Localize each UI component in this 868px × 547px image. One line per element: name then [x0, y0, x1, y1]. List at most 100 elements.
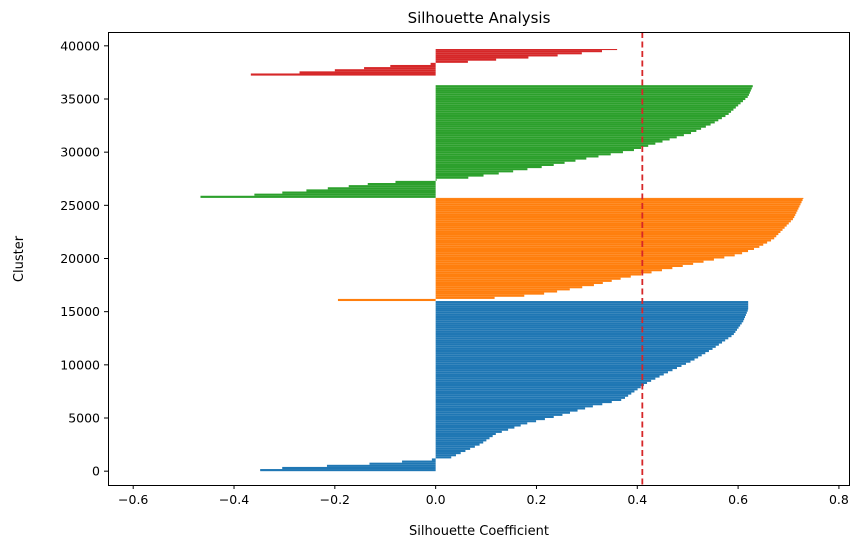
- silhouette-bar: [435, 205, 800, 208]
- silhouette-bar: [435, 108, 734, 111]
- silhouette-bar: [435, 354, 702, 357]
- silhouette-bar: [435, 207, 799, 210]
- plot-frame: [108, 32, 850, 486]
- silhouette-bar: [435, 352, 706, 355]
- silhouette-bar: [435, 364, 682, 367]
- chart-title: Silhouette Analysis: [408, 9, 551, 27]
- silhouette-bar: [435, 117, 722, 120]
- silhouette-bar: [435, 258, 714, 261]
- silhouette-bar: [435, 288, 570, 291]
- silhouette-bar: [435, 256, 725, 259]
- silhouette-bar: [435, 54, 558, 57]
- silhouette-bar: [435, 277, 621, 280]
- silhouette-bar: [435, 326, 739, 329]
- silhouette-bar: [435, 85, 753, 88]
- silhouette-bar: [435, 392, 632, 395]
- silhouette-bar: [435, 211, 797, 214]
- silhouette-bar: [435, 443, 480, 446]
- silhouette-bar: [435, 388, 638, 391]
- silhouette-bar: [327, 187, 436, 190]
- silhouette-bar: [435, 159, 576, 162]
- silhouette-bar: [435, 93, 749, 96]
- silhouette-bar: [435, 290, 558, 293]
- silhouette-bar: [435, 176, 469, 179]
- silhouette-bar: [435, 155, 599, 158]
- silhouette-bar: [435, 281, 603, 285]
- silhouette-bar: [435, 91, 750, 94]
- silhouette-bar: [435, 262, 694, 265]
- silhouette-bar: [260, 469, 436, 472]
- silhouette-bar: [435, 232, 779, 236]
- silhouette-bar: [435, 456, 452, 459]
- silhouette-bar: [435, 403, 603, 406]
- y-tick-label: 15000: [60, 304, 100, 319]
- silhouette-bar: [435, 413, 563, 416]
- silhouette-bar: [435, 157, 587, 160]
- silhouette-bar: [435, 237, 775, 240]
- x-axis-label: Silhouette Coefficient: [409, 524, 549, 539]
- silhouette-bar: [435, 87, 752, 90]
- silhouette-bar: [435, 50, 602, 53]
- x-tick-label: 0.0: [426, 492, 446, 507]
- silhouette-bar: [435, 102, 741, 105]
- silhouette-bar: [435, 252, 743, 255]
- silhouette-bar: [435, 358, 695, 361]
- silhouette-bar: [364, 67, 436, 70]
- silhouette-bar: [435, 371, 668, 374]
- silhouette-bar: [435, 273, 642, 276]
- silhouette-bar: [402, 460, 436, 463]
- silhouette-bar: [435, 390, 635, 393]
- silhouette-bar: [435, 201, 802, 204]
- silhouette-bar: [435, 424, 521, 427]
- silhouette-bar: [435, 230, 781, 233]
- silhouette-bar: [435, 239, 772, 242]
- silhouette-bar: [435, 264, 683, 268]
- silhouette-bar: [435, 339, 726, 342]
- silhouette-bar: [282, 191, 436, 194]
- silhouette-bar: [435, 309, 748, 312]
- y-axis-ticks: 0 5000 10000 15000 20000 25000 30000 35000 40000: [60, 38, 108, 479]
- silhouette-bar: [435, 445, 475, 448]
- silhouette-bar: [435, 151, 623, 154]
- silhouette-bar: [435, 121, 715, 124]
- x-tick-label: −0.6: [118, 492, 148, 507]
- silhouette-bar: [430, 62, 436, 65]
- silhouette-bar: [435, 127, 702, 130]
- silhouette-bar: [435, 131, 692, 135]
- silhouette-bar: [435, 123, 711, 126]
- silhouette-bar: [435, 420, 537, 423]
- silhouette-bar: [435, 394, 629, 397]
- silhouette-bar: [435, 161, 565, 164]
- y-tick-label: 30000: [60, 145, 100, 160]
- silhouette-bar: [306, 189, 436, 192]
- silhouette-bar: [435, 337, 729, 340]
- y-tick-label: 40000: [60, 38, 100, 53]
- silhouette-bar: [369, 462, 436, 465]
- silhouette-bar: [435, 275, 631, 278]
- x-tick-label: 0.6: [728, 492, 748, 507]
- silhouette-bar: [435, 454, 456, 457]
- silhouette-bar: [435, 452, 461, 455]
- bars-layer: [200, 49, 804, 472]
- silhouette-bar: [435, 377, 656, 380]
- silhouette-bar: [435, 243, 764, 246]
- silhouette-bar: [435, 418, 545, 421]
- silhouette-bar: [334, 69, 436, 72]
- silhouette-bar: [435, 215, 795, 219]
- silhouette-bar: [435, 320, 744, 323]
- silhouette-bar: [435, 134, 684, 137]
- silhouette-bar: [435, 110, 732, 113]
- silhouette-bar: [435, 398, 622, 401]
- silhouette-bar: [435, 228, 783, 231]
- silhouette-bar: [435, 58, 497, 61]
- cluster-3-bars: [250, 49, 618, 76]
- silhouette-bar: [435, 138, 670, 141]
- y-axis-label: Cluster: [12, 235, 27, 282]
- silhouette-bar: [435, 142, 656, 145]
- y-tick-label: 5000: [68, 411, 100, 426]
- silhouette-bar: [435, 112, 729, 115]
- silhouette-bar: [435, 379, 652, 382]
- silhouette-bar: [435, 114, 726, 118]
- silhouette-bar: [435, 170, 514, 173]
